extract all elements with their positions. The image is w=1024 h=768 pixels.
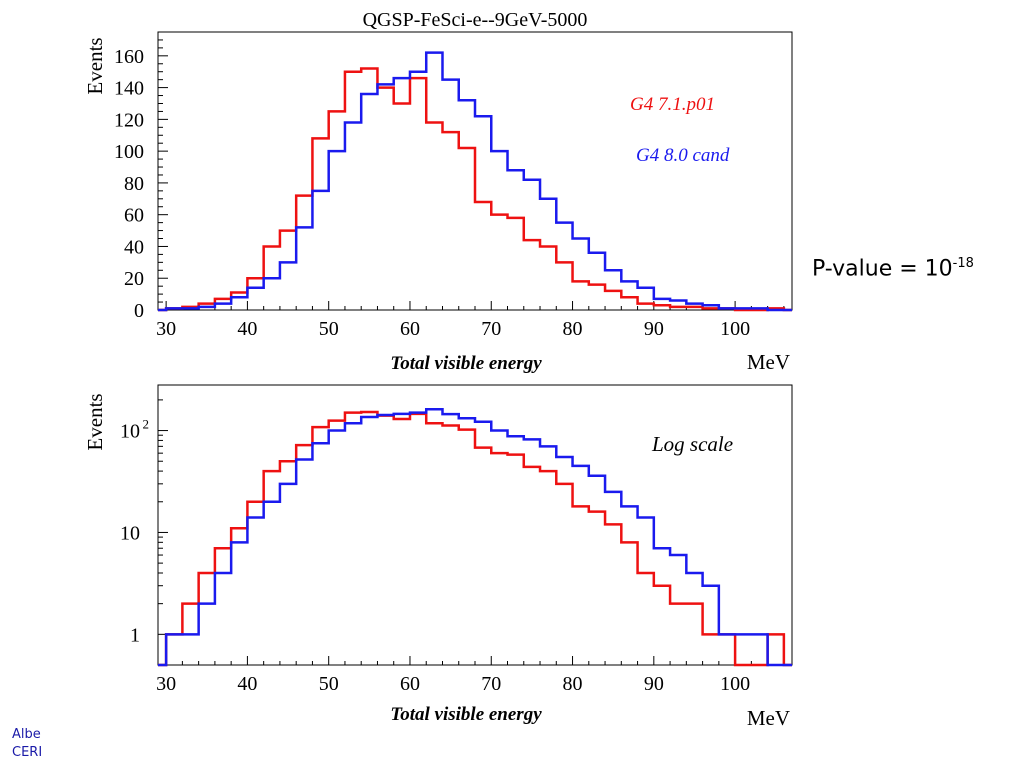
x-tick-label: 80 xyxy=(563,673,583,695)
y-tick-label: 0 xyxy=(134,300,144,322)
p-value-label: P-value = 10-18 xyxy=(812,256,974,281)
footer-author: Albe CERI xyxy=(12,726,52,762)
log-scale-annotation: Log scale xyxy=(651,432,733,456)
series-line-g4-7-1 xyxy=(158,410,792,667)
footer-line-2: CERI xyxy=(12,745,43,760)
series-line-g4-8-0 xyxy=(158,407,792,667)
p-value-text: P-value = 10 xyxy=(812,256,953,282)
x-tick-label: 40 xyxy=(237,673,257,695)
x-tick-label: 30 xyxy=(156,673,176,695)
y-tick-label: 80 xyxy=(124,173,144,195)
x-tick-label: 70 xyxy=(481,318,501,340)
y-tick-labels: 0 20 40 60 80 100 120 140 160 xyxy=(114,46,144,322)
y-tick-label: 140 xyxy=(114,78,144,100)
y-tick-label: 160 xyxy=(114,46,144,68)
y-tick-label: 10 xyxy=(120,421,140,443)
y-tick-label: 100 xyxy=(114,141,144,163)
x-tick-label: 70 xyxy=(481,673,501,695)
p-value-exponent: -18 xyxy=(952,256,974,271)
x-axis-label: Total visible energy xyxy=(390,353,542,374)
y-tick-label: 60 xyxy=(124,205,144,227)
x-tick-label: 80 xyxy=(563,318,583,340)
series-line-g4-7-1 xyxy=(158,67,792,312)
x-tick-label: 90 xyxy=(644,318,664,340)
x-tick-labels: 30 40 50 60 70 80 90 100 xyxy=(156,673,750,695)
x-tick-label: 100 xyxy=(720,318,750,340)
x-tick-label: 50 xyxy=(319,318,339,340)
x-tick-label: 100 xyxy=(720,673,750,695)
x-axis-label: Total visible energy xyxy=(390,704,542,725)
plot-frame xyxy=(157,384,793,666)
y-tick-label: 120 xyxy=(114,109,144,131)
series-lines xyxy=(158,51,792,312)
series-lines xyxy=(158,407,792,667)
linear-histogram-chart: QGSP-FeSci-e--9GeV-5000 30 40 50 60 70 80 90 10… xyxy=(83,9,793,374)
x-tick-labels: 30 40 50 60 70 80 90 100 xyxy=(156,318,750,340)
y-tick-label: 40 xyxy=(124,236,144,258)
x-tick-label: 90 xyxy=(644,673,664,695)
y-tick-label-exponent: 2 xyxy=(143,417,150,432)
x-tick-label: 30 xyxy=(156,318,176,340)
y-tick-label: 1 xyxy=(130,624,140,646)
y-tick-label: 10 xyxy=(120,522,140,544)
x-axis-unit: MeV xyxy=(747,350,790,374)
x-axis-unit: MeV xyxy=(747,706,790,730)
y-axis-label: Events xyxy=(83,393,107,450)
axis-ticks xyxy=(158,399,785,665)
legend-entry-g4-8-0: G4 8.0 cand xyxy=(636,145,730,166)
y-axis-label: Events xyxy=(83,37,107,94)
x-tick-label: 50 xyxy=(319,673,339,695)
legend-entry-g4-7-1: G4 7.1.p01 xyxy=(630,94,715,115)
footer-line-1: Albe xyxy=(12,727,41,742)
y-tick-label: 20 xyxy=(124,268,144,290)
series-line-g4-8-0 xyxy=(158,51,792,312)
x-tick-label: 60 xyxy=(400,318,420,340)
x-tick-label: 40 xyxy=(237,318,257,340)
chart-title: QGSP-FeSci-e--9GeV-5000 xyxy=(363,9,588,31)
axis-ticks xyxy=(158,39,785,311)
x-tick-label: 60 xyxy=(400,673,420,695)
